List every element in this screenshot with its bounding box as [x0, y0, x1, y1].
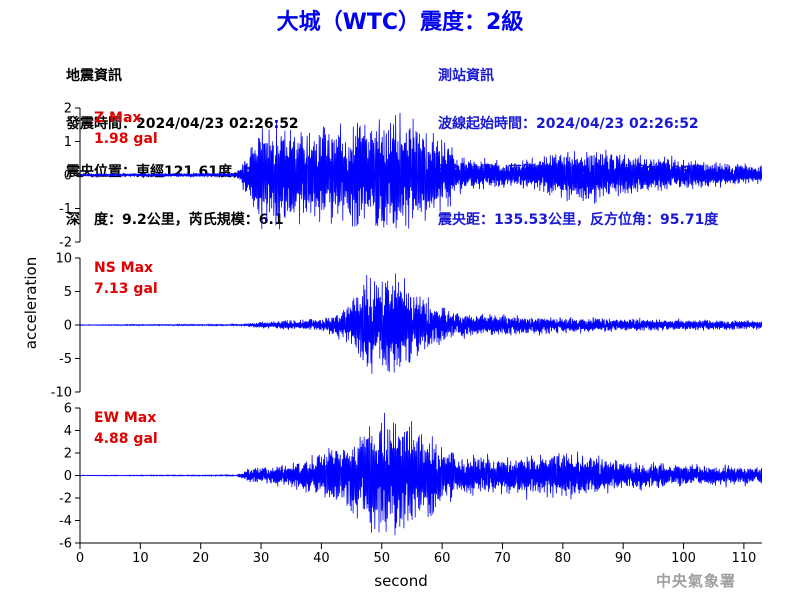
y-tick-label: -2 — [59, 236, 72, 251]
max-label-z: Z Max — [94, 110, 141, 126]
y-tick-label: 0 — [64, 469, 72, 484]
y-tick-label: -6 — [59, 537, 72, 552]
x-tick-label: 30 — [253, 551, 270, 566]
watermark: 中央氣象署 — [656, 572, 737, 590]
y-tick-label: 10 — [55, 252, 72, 267]
x-tick-label: 50 — [373, 551, 390, 566]
trace-ew — [80, 412, 762, 536]
station-info-heading: 測站資訊 — [438, 68, 494, 84]
y-tick-label: 2 — [64, 102, 72, 117]
max-value-z: 1.98 gal — [94, 131, 158, 147]
y-tick-label: -1 — [59, 202, 72, 217]
x-tick-label: 70 — [494, 551, 511, 566]
origin-time: 發震時間：2024/04/23 02:26:52 — [66, 116, 299, 132]
y-tick-label: 0 — [64, 169, 72, 184]
wave-start-time: 波線起始時間：2024/04/23 02:26:52 — [438, 116, 699, 132]
depth-magnitude: 深 度：9.2公里，芮氏規模：6.1 — [66, 212, 284, 228]
x-tick-label: 90 — [615, 551, 632, 566]
y-tick-label: 0 — [64, 319, 72, 334]
y-tick-label: -5 — [59, 352, 72, 367]
epicentral-distance: 震央距：135.53公里，反方位角：95.71度 — [438, 212, 719, 228]
y-tick-label: 5 — [64, 285, 72, 300]
y-tick-label: 6 — [64, 402, 72, 417]
x-tick-label: 60 — [434, 551, 451, 566]
y-tick-label: 4 — [64, 424, 72, 439]
panel-ew: 6 4 2 0 -2 -4 -6 EW Max 4.88 gal — [59, 402, 762, 552]
panel-z: 2 1 0 -1 -2 Z Max 1.98 gal — [59, 102, 762, 251]
x-tick-label: 100 — [671, 551, 696, 566]
trace-ns — [80, 273, 762, 374]
x-tick-label: 20 — [192, 551, 209, 566]
earthquake-info-heading: 地震資訊 — [66, 68, 122, 84]
chart-title: 大城（WTC）震度：2級 — [276, 10, 524, 35]
max-label-ns: NS Max — [94, 260, 153, 276]
x-tick-label: 10 — [132, 551, 149, 566]
max-label-ew: EW Max — [94, 410, 156, 426]
y-tick-label: 2 — [64, 447, 72, 462]
y-tick-label: -4 — [59, 514, 72, 529]
max-value-ns: 7.13 gal — [94, 281, 158, 297]
x-tick-label: 0 — [76, 551, 84, 566]
y-tick-label: 1 — [64, 135, 72, 150]
trace-z — [80, 112, 762, 230]
y-tick-label: -10 — [51, 386, 72, 401]
x-tick-label: 40 — [313, 551, 330, 566]
panel-ns: 10 5 0 -5 -10 NS Max 7.13 gal — [51, 252, 762, 401]
y-axis-label: acceleration — [22, 257, 40, 349]
x-axis-label: second — [374, 572, 428, 590]
y-tick-label: -2 — [59, 492, 72, 507]
max-value-ew: 4.88 gal — [94, 431, 158, 447]
x-tick-label: 110 — [731, 551, 756, 566]
x-tick-label: 80 — [555, 551, 572, 566]
